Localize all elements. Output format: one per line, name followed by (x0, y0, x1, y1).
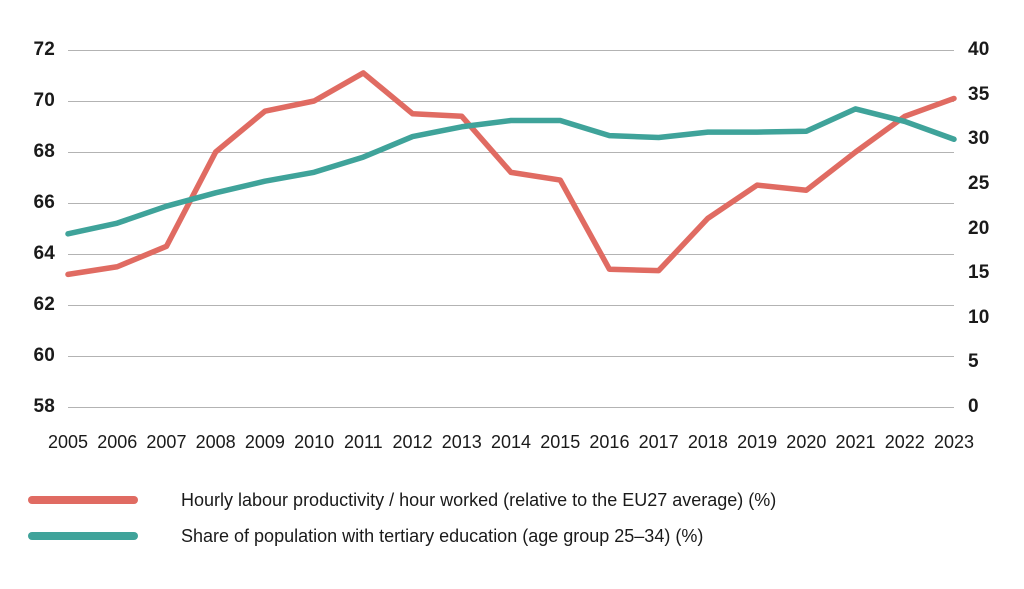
x-axis-tick-label: 2018 (687, 432, 728, 452)
gridline (68, 254, 954, 255)
gridline (68, 50, 954, 51)
x-axis-tick-label: 2023 (933, 432, 975, 452)
left-axis-tick-label: 70 (33, 90, 55, 111)
x-axis-tick-label: 2007 (146, 432, 187, 452)
x-axis-tick-label: 2015 (540, 432, 581, 452)
x-axis-tick-label: 2016 (589, 432, 630, 452)
legend-swatch-productivity (28, 496, 138, 504)
right-axis-tick-label: 15 (968, 262, 990, 284)
plot-area (65, 50, 957, 408)
legend-item[interactable]: Share of population with tertiary educat… (28, 518, 988, 554)
gridline (68, 305, 954, 306)
x-axis-tick-label: 2010 (294, 432, 335, 452)
x-axis-tick-label: 2022 (884, 432, 925, 452)
left-axis-tick-label: 58 (33, 396, 55, 417)
legend-item-label: Hourly labour productivity / hour worked… (181, 489, 777, 510)
x-axis-tick-label: 2012 (392, 432, 433, 452)
right-axis-tick-label: 25 (968, 172, 990, 194)
chart-legend: Hourly labour productivity / hour worked… (28, 482, 988, 554)
x-axis-tick-label: 2017 (638, 432, 679, 452)
right-axis-tick-label: 30 (968, 128, 990, 150)
legend-swatch-tertiary-education (28, 532, 138, 540)
right-axis-tick-label: 0 (968, 396, 979, 417)
right-axis-tick-label: 5 (968, 351, 979, 373)
legend-item-label: Share of population with tertiary educat… (181, 525, 704, 546)
series-line-tertiary-education (65, 106, 957, 237)
left-axis-tick-label: 68 (33, 141, 55, 162)
left-value-axis: 72 70 68 66 64 62 60 58 (0, 39, 55, 417)
gridline (68, 203, 954, 204)
left-axis-tick-label: 64 (33, 243, 55, 264)
x-axis-tick-label: 2006 (97, 432, 138, 452)
series-line-productivity (65, 70, 957, 278)
gridline (68, 101, 954, 102)
gridline (68, 152, 954, 153)
x-axis-tick-label: 2008 (195, 432, 236, 452)
right-axis-tick-label: 10 (968, 306, 990, 328)
series-lines (65, 70, 957, 278)
x-axis-tick-label: 2011 (343, 432, 383, 452)
gridline (68, 407, 954, 408)
left-axis-tick-label: 72 (33, 39, 55, 60)
left-axis-tick-label: 62 (33, 294, 55, 315)
right-axis-tick-label: 35 (968, 83, 990, 105)
x-axis-tick-label: 2009 (244, 432, 285, 452)
x-axis-tick-label: 2021 (835, 432, 876, 452)
left-axis-tick-label: 66 (33, 192, 55, 213)
right-axis-tick-label: 40 (968, 39, 990, 60)
x-category-axis: 2005 2006 2007 2008 2009 2010 2011 2012 2013 2014… (48, 432, 974, 460)
legend-item[interactable]: Hourly labour productivity / hour worked… (28, 482, 988, 518)
right-axis-tick-label: 20 (968, 217, 990, 239)
gridline (68, 356, 954, 357)
x-axis-tick-label: 2019 (737, 432, 778, 452)
x-axis-tick-label: 2014 (490, 432, 532, 452)
right-value-axis: 40 35 30 25 20 15 10 5 0 (968, 39, 1024, 417)
x-axis-tick-label: 2020 (786, 432, 827, 452)
left-axis-tick-label: 60 (33, 345, 55, 366)
x-axis-tick-label: 2005 (47, 432, 89, 452)
x-axis-tick-label: 2013 (441, 432, 482, 452)
